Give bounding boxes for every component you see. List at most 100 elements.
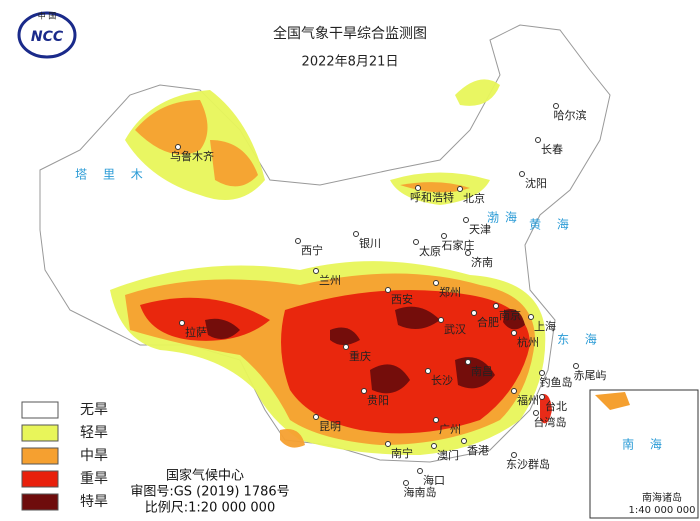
city-label: 西宁: [301, 243, 323, 257]
drought-area: [540, 394, 552, 424]
legend-swatch: [21, 493, 59, 511]
city-label: 广州: [439, 423, 461, 436]
city-dot: [385, 287, 391, 293]
city-label: 南宁: [391, 446, 413, 460]
city-label: 福州: [517, 393, 539, 407]
logo-text: NCC: [31, 29, 64, 45]
water-label: 东 海: [557, 332, 603, 347]
city-label: 赤尾屿: [574, 369, 607, 382]
title: 全国气象干旱综合监测图: [273, 25, 427, 42]
legend-label: 轻旱: [80, 425, 108, 441]
city-dot: [511, 330, 517, 336]
drought-area: [205, 318, 240, 339]
city-label: 合肥: [477, 315, 499, 329]
city-label: 昆明: [319, 420, 341, 433]
city-label: 杭州: [517, 335, 539, 349]
city-label: 重庆: [349, 349, 371, 363]
city-dot: [179, 320, 185, 326]
city-label: 南京: [499, 308, 521, 322]
drought-area: [455, 357, 495, 389]
city-dot: [403, 480, 409, 486]
city-label: 济南: [471, 255, 493, 269]
inset-islands: 南海诸岛: [642, 491, 682, 504]
org: 国家气候中心: [166, 468, 244, 484]
city-dot: [441, 233, 447, 239]
water-label: 黄 海: [529, 217, 575, 232]
city-dot: [465, 250, 471, 256]
inset-sea: 南 海: [622, 437, 668, 452]
city-dot: [343, 344, 349, 350]
city-dot: [573, 363, 579, 369]
city-dot: [553, 103, 559, 109]
water-label: 塔 里 木: [75, 168, 149, 182]
city-dot: [457, 186, 463, 192]
city-dot: [385, 441, 391, 447]
drought-area: [281, 290, 530, 434]
city-dot: [528, 314, 534, 320]
city-label: 上海: [534, 319, 556, 333]
review-number: 审图号:GS (2019) 1786号: [130, 485, 289, 500]
city-label: 天津: [469, 223, 491, 236]
scale: 比例尺:1:20 000 000: [145, 501, 275, 516]
city-label: 呼和浩特: [410, 190, 454, 204]
city-dot: [535, 137, 541, 143]
city-dot: [533, 410, 539, 416]
legend-label: 重旱: [80, 471, 108, 487]
logo-top: 中 国: [38, 11, 57, 21]
city-label: 郑州: [439, 285, 461, 299]
city-dot: [511, 388, 517, 394]
city-label: 长春: [541, 143, 563, 156]
city-label: 海口: [423, 473, 445, 487]
city-dot: [539, 394, 545, 400]
drought-area: [503, 309, 525, 330]
inset: 南 海 南海诸岛 1:40 000 000: [589, 389, 699, 519]
drought-area: [400, 182, 470, 193]
city-dot: [519, 171, 525, 177]
city-dot: [511, 452, 517, 458]
city-label: 兰州: [319, 274, 341, 287]
legend-swatch: [21, 401, 59, 419]
drought-area: [395, 306, 440, 329]
city-label: 台湾岛: [534, 415, 567, 429]
city-dot: [413, 239, 419, 245]
city-dot: [417, 468, 423, 474]
water-label: 渤海: [487, 210, 523, 225]
city-label: 海南岛: [404, 485, 437, 499]
drought-area: [370, 364, 410, 394]
city-label: 香港: [467, 444, 489, 457]
city-dot: [175, 144, 181, 150]
city-label: 北京: [463, 191, 485, 205]
city-dot: [431, 443, 437, 449]
drought-area: [280, 429, 305, 448]
city-label: 澳门: [437, 448, 459, 462]
drought-area: [210, 140, 258, 187]
inset-land: [595, 392, 630, 410]
city-label: 石家庄: [442, 238, 475, 252]
city-dot: [313, 414, 319, 420]
city-dot: [415, 185, 421, 191]
city-dot: [438, 317, 444, 323]
city-dot: [463, 217, 469, 223]
city-dot: [433, 280, 439, 286]
city-label: 贵阳: [367, 394, 389, 407]
city-dot: [465, 359, 471, 365]
legend-label: 无旱: [80, 402, 108, 418]
city-dot: [539, 370, 545, 376]
inset-scale: 1:40 000 000: [629, 505, 696, 516]
drought-area: [135, 100, 208, 155]
city-dot: [361, 388, 367, 394]
city-label: 银川: [359, 236, 381, 250]
legend-swatch: [21, 470, 59, 488]
drought-areas: [110, 79, 552, 455]
city-dot: [433, 417, 439, 423]
city-dot: [461, 438, 467, 444]
city-label: 拉萨: [185, 325, 207, 339]
city-label: 乌鲁木齐: [170, 149, 214, 163]
city-dot: [425, 368, 431, 374]
city-label: 长沙: [431, 374, 453, 387]
city-label: 西安: [391, 292, 413, 306]
legend-swatch: [21, 447, 59, 465]
date: 2022年8月21日: [302, 55, 399, 70]
